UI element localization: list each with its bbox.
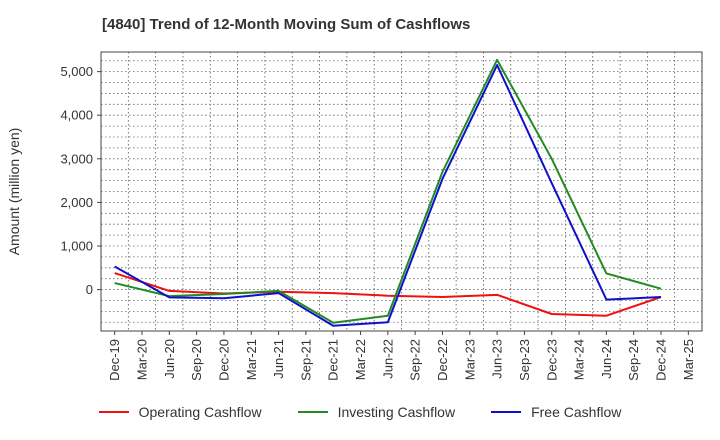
x-tick-label: Sep-22 — [408, 339, 423, 381]
y-tick-label: 2,000 — [60, 195, 93, 210]
series-line-investing-cashflow — [114, 58, 662, 324]
y-tick-label: 3,000 — [60, 151, 93, 166]
x-tick-label: Jun-20 — [162, 339, 177, 379]
x-tick-label: Mar-20 — [134, 339, 149, 380]
x-tick-label: Mar-21 — [244, 339, 259, 380]
series-line-operating-cashflow — [114, 272, 662, 317]
legend-label: Operating Cashflow — [138, 404, 262, 420]
legend-item-investing-cashflow: Investing Cashflow — [297, 404, 456, 420]
legend-swatch — [297, 411, 328, 413]
x-tick-label: Dec-21 — [326, 339, 341, 381]
legend-item-operating-cashflow: Operating Cashflow — [98, 404, 262, 420]
y-axis-ticks: 0 1,000 2,000 3,000 4,000 5,000 — [60, 64, 101, 297]
x-tick-label: Dec-24 — [654, 339, 669, 381]
y-tick-label: 5,000 — [60, 64, 93, 79]
plot-area — [100, 51, 703, 332]
x-tick-label: Dec-22 — [435, 339, 450, 381]
x-tick-label: Sep-20 — [189, 339, 204, 381]
x-axis-ticks: Dec-19 Mar-20 Jun-20 Sep-20 Dec-20 Mar-21 Jun-… — [107, 331, 696, 381]
legend-label: Free Cashflow — [531, 404, 622, 420]
x-tick-label: Jun-23 — [490, 339, 505, 379]
x-tick-label: Mar-23 — [462, 339, 477, 380]
chart-title: [4840] Trend of 12-Month Moving Sum of C… — [102, 16, 471, 33]
x-tick-label: Dec-19 — [107, 339, 122, 381]
legend-swatch — [98, 411, 129, 413]
x-tick-label: Dec-23 — [544, 339, 559, 381]
legend-label: Investing Cashflow — [337, 404, 456, 420]
x-tick-label: Dec-20 — [216, 339, 231, 381]
series-lines — [114, 58, 662, 327]
legend-item-free-cashflow: Free Cashflow — [491, 404, 621, 420]
x-tick-label: Sep-23 — [517, 339, 532, 381]
x-tick-label: Mar-25 — [681, 339, 696, 380]
x-tick-label: Sep-24 — [626, 339, 641, 381]
x-tick-label: Sep-21 — [298, 339, 313, 381]
x-tick-label: Mar-22 — [353, 339, 368, 380]
y-tick-label: 4,000 — [60, 108, 93, 123]
series-line-free-cashflow — [114, 64, 662, 327]
legend-swatch — [491, 411, 522, 413]
legend: Operating Cashflow Investing Cashflow Free… — [0, 404, 720, 420]
x-tick-label: Jun-22 — [380, 339, 395, 379]
x-tick-label: Jun-24 — [599, 339, 614, 379]
y-tick-label: 1,000 — [60, 238, 93, 253]
x-tick-label: Jun-21 — [271, 339, 286, 379]
y-tick-label: 0 — [86, 282, 93, 297]
y-axis-title: Amount (million yen) — [6, 128, 22, 256]
x-tick-label: Mar-24 — [572, 339, 587, 380]
